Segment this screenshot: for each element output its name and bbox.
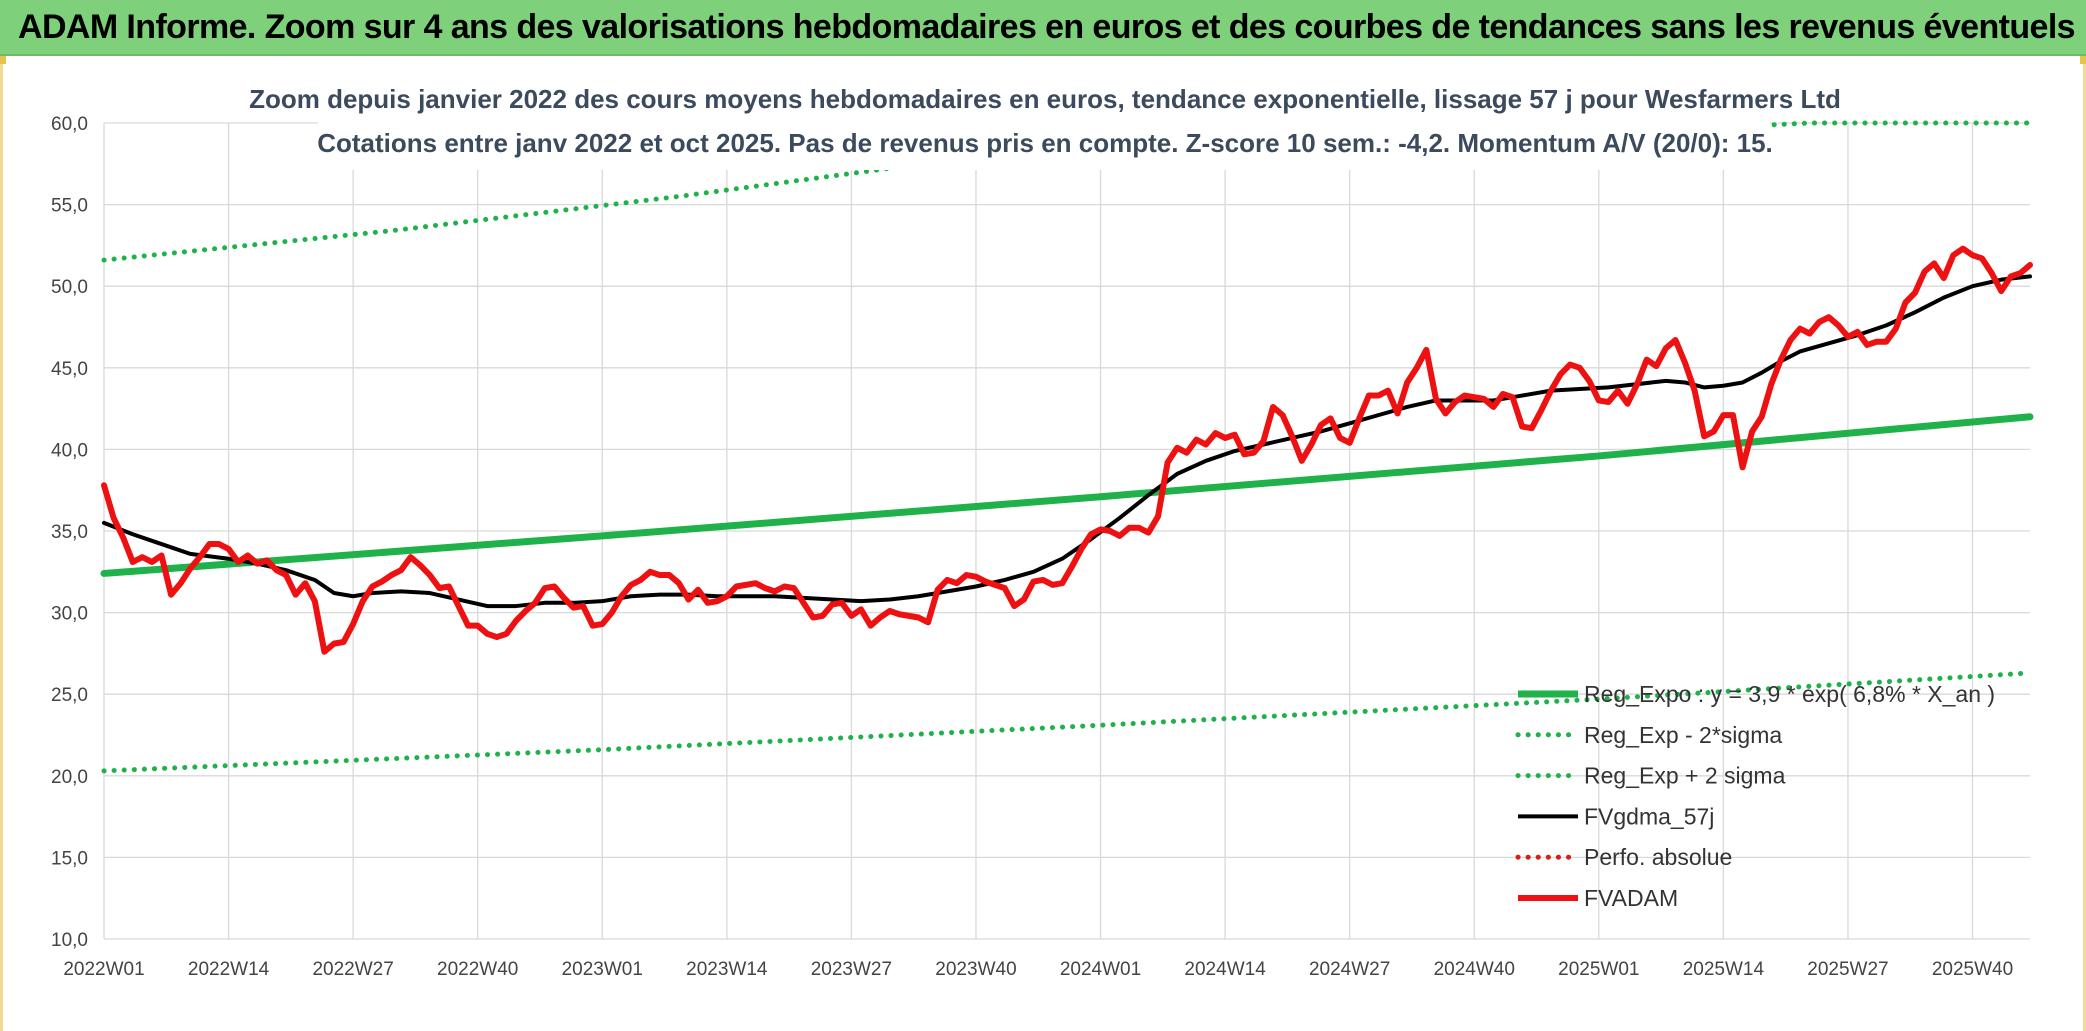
x-tick-label: 2023W27	[811, 959, 892, 980]
chart-titles: Zoom depuis janvier 2022 des cours moyen…	[249, 78, 1841, 170]
x-tick-label: 2023W14	[686, 959, 768, 980]
y-tick-label: 60,0	[51, 114, 88, 135]
page-title: ADAM Informe. Zoom sur 4 ans des valoris…	[18, 8, 2076, 46]
x-tick-label: 2023W01	[562, 959, 643, 980]
right-border	[2083, 56, 2086, 1031]
header-bar: ADAM Informe. Zoom sur 4 ans des valoris…	[0, 0, 2086, 56]
legend-label-3: FVgdma_57j	[1584, 803, 1714, 829]
y-tick-label: 35,0	[51, 522, 88, 543]
x-axis-ticks: 2022W01 2022W14 2022W27 2022W40 2023W01 2023W…	[63, 959, 2013, 980]
x-tick-label: 2024W01	[1060, 959, 1141, 980]
legend-label-0: Reg_Expo : y = 3,9 * exp( 6,8% * X_an )	[1584, 681, 1995, 707]
left-border	[0, 56, 3, 1031]
x-tick-label: 2025W27	[1807, 959, 1888, 980]
x-tick-label: 2024W14	[1184, 959, 1266, 980]
x-tick-label: 2022W27	[312, 959, 393, 980]
chart-series	[100, 120, 2034, 774]
y-tick-label: 55,0	[51, 196, 88, 217]
title-background	[318, 78, 1770, 170]
right-accent	[2080, 56, 2086, 64]
x-tick-label: 2025W01	[1558, 959, 1639, 980]
x-tick-label: 2022W40	[437, 959, 518, 980]
left-accent	[0, 56, 6, 64]
y-tick-label: 40,0	[51, 440, 88, 461]
x-tick-label: 2024W40	[1434, 959, 1515, 980]
y-tick-label: 50,0	[51, 277, 88, 298]
y-tick-label: 25,0	[51, 685, 88, 706]
x-tick-label: 2025W14	[1683, 959, 1765, 980]
series-line-5	[101, 245, 2033, 655]
legend-label-1: Reg_Exp - 2*sigma	[1584, 722, 1782, 748]
y-tick-label: 45,0	[51, 359, 88, 380]
legend-label-4: Perfo. absolue	[1584, 844, 1732, 870]
legend-label-2: Reg_Exp + 2 sigma	[1584, 763, 1786, 789]
y-tick-label: 30,0	[51, 604, 88, 625]
chart-legend: Reg_Expo : y = 3,9 * exp( 6,8% * X_an ) R…	[1515, 681, 1995, 911]
series-line-0	[100, 413, 2034, 577]
x-tick-label: 2022W01	[63, 959, 144, 980]
chart-subtitle: Cotations entre janv 2022 et oct 2025. P…	[317, 128, 1773, 158]
x-tick-label: 2023W40	[935, 959, 1016, 980]
y-tick-label: 10,0	[51, 930, 88, 951]
chart-title: Zoom depuis janvier 2022 des cours moyen…	[249, 84, 1841, 114]
chart-grid	[103, 122, 2030, 940]
y-tick-label: 15,0	[51, 848, 88, 869]
x-tick-label: 2022W14	[188, 959, 270, 980]
legend-label-5: FVADAM	[1584, 885, 1678, 911]
series-line-2	[101, 120, 2033, 263]
x-tick-label: 2024W27	[1309, 959, 1390, 980]
series-line-1	[101, 670, 2033, 774]
y-tick-label: 20,0	[51, 767, 88, 788]
y-axis-ticks: 10,0 15,0 20,0 25,0 30,0 35,0 40,0 45,0 50,0 55,0…	[51, 114, 88, 951]
x-tick-label: 2025W40	[1932, 959, 2013, 980]
